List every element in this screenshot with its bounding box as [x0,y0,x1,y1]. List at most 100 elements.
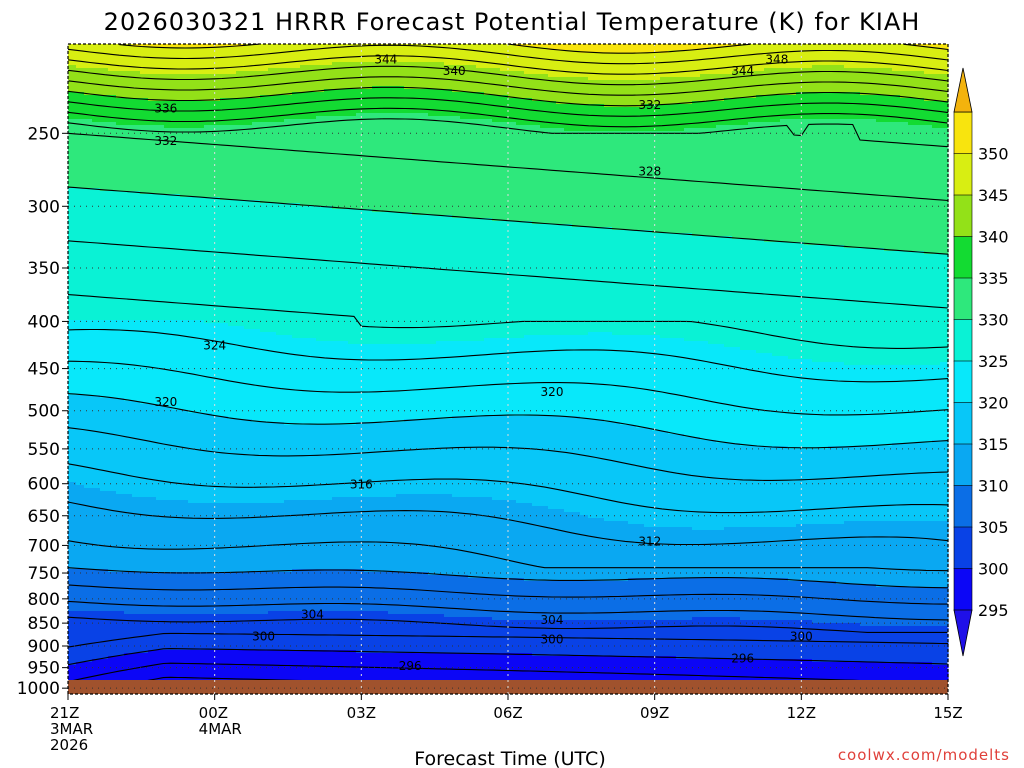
contour-label: 332 [154,134,177,148]
fill-cell [692,527,725,531]
fill-cell [292,335,525,339]
colorbar-segment [953,443,973,487]
fill-cell [68,335,293,339]
colorbar-label: 325 [978,352,1009,371]
fill-cell [916,44,949,48]
fill-cell [260,329,949,333]
fill-cell [436,341,709,345]
fill-cell [68,344,725,348]
fill-cell [740,443,893,447]
fill-cell [924,71,949,75]
fill-cell [580,512,949,516]
colorbar-segment [953,194,973,238]
fill-cell [68,425,637,429]
fill-cell [356,113,429,117]
fill-cell [92,659,813,663]
fill-cell [68,665,949,669]
fill-cell [532,221,949,225]
fill-cell [68,581,837,585]
fill-cell [68,620,813,624]
fill-cell [68,404,165,408]
fill-cell [532,653,949,657]
fill-cell [668,431,949,435]
fill-cell [68,191,141,195]
contour-label: 304 [301,608,324,622]
fill-cell [68,491,117,495]
colorbar-label: 295 [978,601,1009,620]
contour-label: 300 [790,630,813,644]
contour-label: 332 [638,98,661,112]
fill-cell [692,233,949,237]
fill-cell [68,572,429,576]
fill-cell [68,419,253,423]
fill-cell [428,113,949,117]
fill-cell [68,614,445,618]
colorbar-label: 305 [978,518,1009,537]
fill-cell [716,440,933,444]
fill-cell [228,416,453,420]
fill-cell [68,509,565,513]
fill-cell [68,494,133,498]
fill-cell [860,92,949,96]
fill-cell [68,482,77,486]
fill-cell [188,500,285,504]
fill-cell [108,656,677,660]
fill-cell [236,71,525,75]
x-tick-label: 00Z [199,704,228,722]
fill-cell [68,551,949,555]
credit-link[interactable]: coolwx.com/modelts [838,746,1010,764]
fill-cell [332,497,493,501]
fill-cell [68,68,109,72]
fill-cell [396,494,453,498]
fill-cell [68,116,317,120]
fill-cell [804,242,949,246]
fill-cell [68,113,357,117]
fill-cell [148,98,221,102]
fill-cell [68,641,949,645]
fill-cell [68,65,77,69]
contour-label: 300 [541,633,564,647]
colorbar-segment [953,360,973,404]
contour-label: 296 [731,651,754,665]
fill-cell [92,119,285,123]
isentrope-306 [67,600,949,621]
colorbar-extend-low [953,609,973,657]
chart-title: 2026030321 HRRR Forecast Potential Tempe… [104,8,921,36]
y-tick-label: 550 [28,440,60,460]
contour-label: 336 [154,102,177,116]
fill-cell [116,491,949,495]
fill-cell [844,65,949,69]
fill-cell [68,212,413,216]
fill-cell [132,494,397,498]
fill-cell [492,617,693,621]
fill-cell [68,149,949,153]
fill-cell [276,332,589,336]
fill-cell [452,215,949,219]
fill-cell [68,587,949,591]
fill-cell [884,248,949,252]
fill-cell [68,239,765,243]
fill-cell [68,353,773,357]
x-tick-label: 12Z [787,704,816,722]
fill-cell [140,401,949,405]
colorbar-segment [953,277,973,321]
fill-cell [260,200,949,204]
fill-cell [604,419,949,423]
y-tick-label: 700 [28,536,60,556]
fill-cell [68,263,949,267]
fill-cell [68,539,949,543]
contour-label: 316 [350,477,373,491]
colorbar-label: 320 [978,394,1009,413]
fill-cell [860,623,949,627]
fill-cell [68,428,653,432]
colorbar-label: 350 [978,145,1009,164]
fill-cell [68,350,757,354]
contour-label: 312 [638,534,661,548]
fill-cell [324,89,453,93]
fill-cell [844,362,941,366]
fill-cell [68,47,549,51]
fill-cell [924,251,949,255]
fill-cell [68,329,261,333]
fill-cell [684,128,949,132]
fill-cell [68,497,157,501]
